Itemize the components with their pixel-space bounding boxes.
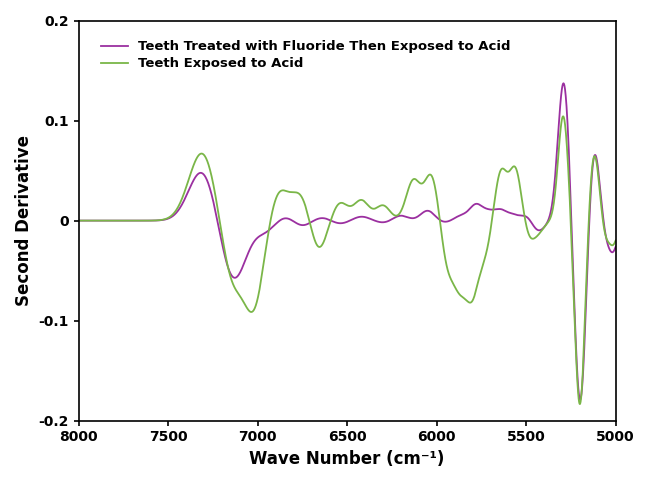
- Teeth Treated with Fluoride Then Exposed to Acid: [612, 244, 619, 250]
- Teeth Exposed to Acid: [75, 218, 83, 224]
- Teeth Treated with Fluoride Then Exposed to Acid: [487, 207, 495, 213]
- Teeth Treated with Fluoride Then Exposed to Acid: [75, 218, 83, 224]
- Teeth Exposed to Acid: [487, 225, 495, 231]
- Teeth Treated with Fluoride Then Exposed to Acid: [481, 205, 489, 211]
- Teeth Treated with Fluoride Then Exposed to Acid: [484, 206, 492, 212]
- Line: Teeth Treated with Fluoride Then Exposed to Acid: Teeth Treated with Fluoride Then Exposed…: [79, 84, 616, 399]
- Teeth Exposed to Acid: [371, 206, 379, 212]
- Teeth Treated with Fluoride Then Exposed to Acid: [560, 81, 567, 86]
- Y-axis label: Second Derivative: Second Derivative: [15, 135, 33, 306]
- Legend: Teeth Treated with Fluoride Then Exposed to Acid, Teeth Exposed to Acid: Teeth Treated with Fluoride Then Exposed…: [96, 35, 516, 76]
- Teeth Exposed to Acid: [484, 242, 492, 248]
- Teeth Exposed to Acid: [612, 238, 619, 243]
- Teeth Exposed to Acid: [79, 218, 86, 224]
- X-axis label: Wave Number (cm⁻¹): Wave Number (cm⁻¹): [250, 450, 445, 468]
- Teeth Treated with Fluoride Then Exposed to Acid: [577, 397, 584, 402]
- Teeth Exposed to Acid: [576, 401, 584, 407]
- Teeth Treated with Fluoride Then Exposed to Acid: [410, 215, 417, 221]
- Teeth Exposed to Acid: [410, 176, 417, 182]
- Teeth Exposed to Acid: [481, 254, 489, 260]
- Teeth Exposed to Acid: [559, 114, 567, 119]
- Teeth Treated with Fluoride Then Exposed to Acid: [371, 218, 379, 224]
- Line: Teeth Exposed to Acid: Teeth Exposed to Acid: [79, 116, 616, 404]
- Teeth Treated with Fluoride Then Exposed to Acid: [79, 218, 86, 224]
